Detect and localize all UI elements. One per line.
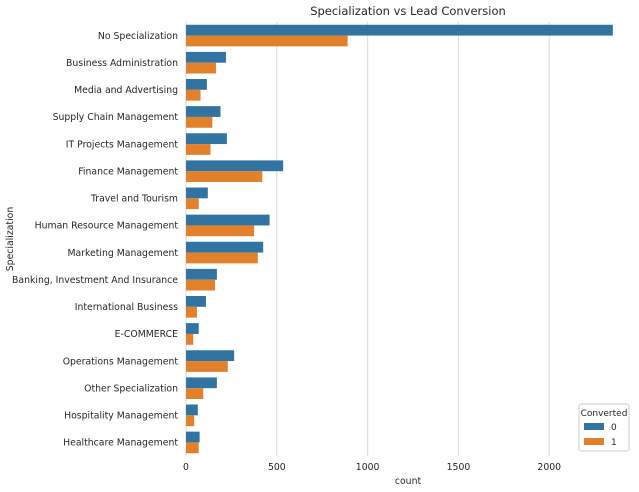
bar-series-0-13: [186, 377, 217, 389]
legend-label-0: 0: [611, 423, 617, 433]
y-tick-label-9: Banking, Investment And Insurance: [12, 275, 178, 286]
bar-series-0-4: [186, 133, 227, 145]
chart-title: Specialization vs Lead Conversion: [310, 4, 506, 18]
bar-series-1-1: [186, 62, 216, 74]
legend-title: Converted: [581, 409, 628, 419]
bar-series-1-2: [186, 89, 201, 101]
bar-series-1-8: [186, 252, 258, 264]
x-tick-label-1: 500: [268, 462, 286, 473]
legend-swatch-1: [584, 438, 604, 445]
bar-series-0-7: [186, 214, 270, 226]
legend-label-1: 1: [611, 438, 617, 448]
bar-series-0-15: [186, 431, 200, 443]
y-tick-label-12: Operations Management: [63, 356, 179, 367]
y-axis-label: Specialization: [5, 207, 16, 272]
bar-series-0-12: [186, 350, 235, 362]
y-tick-label-0: No Specialization: [98, 31, 178, 42]
y-tick-label-1: Business Administration: [66, 58, 178, 69]
x-tick-label-0: 0: [183, 462, 189, 473]
y-tick-label-8: Marketing Management: [67, 248, 178, 259]
bar-series-0-3: [186, 106, 221, 117]
x-tick-labels: 0 500 1000 1500 2000: [183, 462, 561, 473]
bar-series-1-10: [186, 306, 197, 318]
legend: Converted 0 1: [578, 403, 630, 452]
y-tick-label-14: Hospitality Management: [64, 411, 178, 422]
y-tick-label-6: Travel and Tourism: [90, 194, 178, 205]
x-tick-label-3: 1500: [447, 462, 471, 473]
bar-series-1-5: [186, 171, 263, 182]
y-tick-labels: No Specialization Business Administration…: [12, 31, 178, 449]
bar-series-1-14: [186, 415, 195, 427]
bar-series-1-9: [186, 279, 216, 291]
bar-series-1-3: [186, 116, 213, 128]
bar-series-0-8: [186, 241, 264, 253]
bar-series-1-4: [186, 144, 211, 155]
grid-lines: [185, 22, 550, 456]
bar-series-0-2: [186, 79, 207, 90]
x-tick-label-4: 2000: [537, 462, 561, 473]
bar-series-1-12: [186, 361, 228, 372]
y-tick-label-11: E-COMMERCE: [115, 329, 178, 340]
y-tick-label-10: International Business: [75, 302, 178, 313]
legend-swatch-0: [584, 423, 604, 430]
y-tick-label-13: Other Specialization: [84, 383, 178, 394]
y-tick-label-5: Finance Management: [78, 166, 178, 177]
bar-series-1-13: [186, 388, 204, 399]
bar-series-1-0: [186, 35, 348, 47]
bar-series-0-9: [186, 268, 217, 280]
bar-series-1-15: [186, 442, 199, 454]
bar-series-0-1: [186, 51, 226, 63]
y-tick-label-7: Human Resource Management: [35, 221, 179, 232]
bar-series-1-11: [186, 333, 194, 345]
bar-series-0-10: [186, 296, 206, 307]
bar-series-1-6: [186, 198, 199, 210]
y-tick-label-15: Healthcare Management: [63, 438, 178, 449]
x-axis-label: count: [395, 476, 422, 487]
y-tick-label-4: IT Projects Management: [66, 139, 179, 150]
bar-series-0-6: [186, 187, 208, 199]
bar-series-0-14: [186, 404, 198, 416]
y-tick-label-2: Media and Advertising: [74, 85, 178, 96]
y-tick-label-3: Supply Chain Management: [53, 112, 179, 123]
bar-series-0-0: [186, 24, 613, 36]
bar-series-0-11: [186, 323, 199, 334]
bar-series-0-5: [186, 160, 284, 172]
x-tick-label-2: 1000: [356, 462, 380, 473]
bars: [186, 24, 613, 454]
bar-series-1-7: [186, 225, 255, 237]
